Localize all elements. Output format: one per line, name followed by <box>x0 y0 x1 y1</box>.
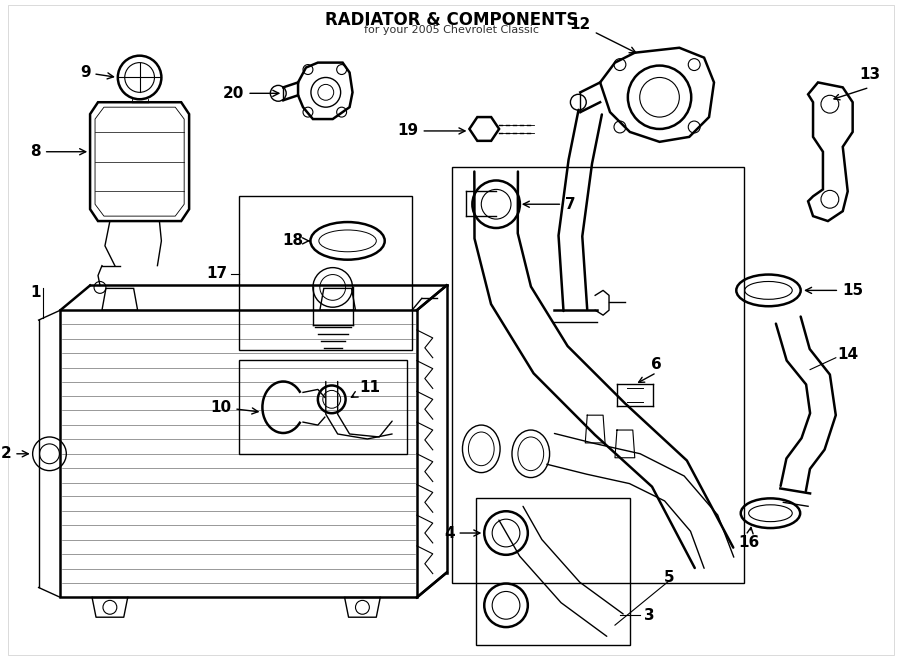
Text: 12: 12 <box>570 17 636 53</box>
Text: 18: 18 <box>283 233 310 249</box>
Text: 17: 17 <box>206 266 228 281</box>
Text: for your 2005 Chevrolet Classic: for your 2005 Chevrolet Classic <box>364 25 539 35</box>
Bar <box>238 360 407 454</box>
Text: RADIATOR & COMPONENTS: RADIATOR & COMPONENTS <box>325 11 578 29</box>
Text: 19: 19 <box>398 124 465 138</box>
Text: 2: 2 <box>1 446 28 461</box>
Text: 3: 3 <box>644 607 655 623</box>
Text: 4: 4 <box>444 525 480 541</box>
Bar <box>476 498 630 645</box>
Text: 14: 14 <box>837 347 859 362</box>
Text: 10: 10 <box>211 400 258 414</box>
Text: 16: 16 <box>738 527 760 551</box>
Text: 8: 8 <box>31 144 86 159</box>
Text: 20: 20 <box>223 86 279 101</box>
Text: 1: 1 <box>31 285 40 300</box>
Text: 9: 9 <box>80 65 113 80</box>
Bar <box>238 196 412 350</box>
Text: 5: 5 <box>664 570 675 585</box>
Text: 13: 13 <box>859 67 880 82</box>
Text: 15: 15 <box>806 283 863 298</box>
Bar <box>452 167 743 582</box>
Text: 6: 6 <box>652 357 662 372</box>
Text: 11: 11 <box>351 380 380 397</box>
Text: 7: 7 <box>523 197 576 212</box>
